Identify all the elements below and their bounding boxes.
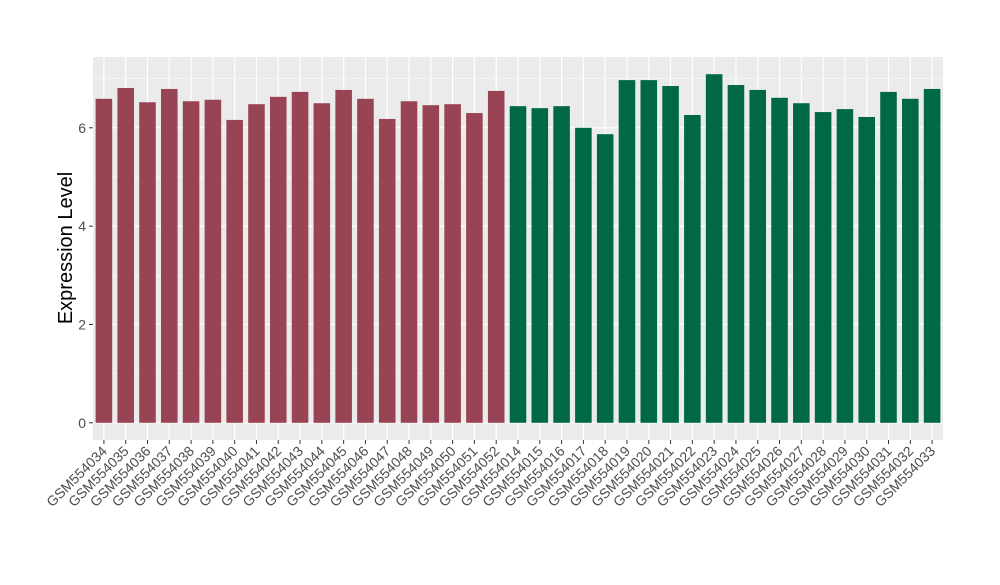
bar	[902, 98, 919, 423]
bar	[705, 74, 723, 423]
bar	[182, 101, 200, 423]
bar	[161, 88, 178, 423]
bar	[313, 103, 331, 423]
bar	[531, 108, 549, 423]
bar	[640, 80, 658, 423]
bar	[378, 118, 396, 423]
bar	[204, 99, 222, 423]
bar	[618, 80, 636, 423]
bar	[269, 96, 287, 423]
bar	[357, 98, 374, 423]
bar	[95, 98, 113, 423]
bar	[117, 87, 134, 423]
bar	[466, 113, 483, 423]
bar	[858, 116, 875, 423]
bar	[662, 86, 679, 423]
bar	[771, 97, 788, 423]
y-tick-label: 0	[78, 415, 86, 431]
bar	[291, 91, 309, 423]
bar	[248, 104, 265, 423]
bar	[836, 109, 854, 423]
bar	[684, 115, 701, 423]
bar	[139, 102, 156, 423]
bar	[444, 104, 461, 423]
bar	[727, 85, 745, 423]
bar	[596, 134, 614, 423]
bar	[400, 101, 418, 423]
bar	[749, 89, 767, 423]
y-tick-label: 2	[78, 316, 86, 332]
bar	[509, 106, 527, 423]
bar	[422, 105, 440, 423]
bar	[923, 88, 941, 423]
bar	[487, 90, 505, 423]
y-tick-label: 6	[78, 120, 86, 136]
bar	[553, 106, 570, 423]
bar	[880, 91, 897, 423]
bar	[793, 103, 810, 423]
y-axis-title: Expression Level	[55, 172, 77, 324]
bar	[575, 127, 592, 423]
y-tick-label: 4	[78, 218, 86, 234]
bar	[226, 119, 243, 423]
bar	[814, 112, 832, 423]
bar	[335, 89, 352, 423]
